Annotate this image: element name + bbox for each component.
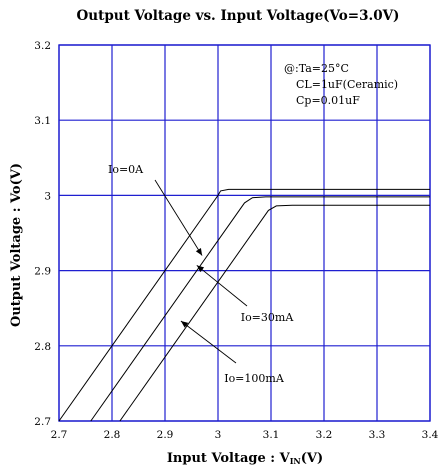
annotations: Io=0A Io=30mA Io=100mA (108, 163, 294, 385)
annotation-label-2: Io=100mA (224, 372, 285, 385)
x-tick-label: 3 (215, 429, 222, 441)
annotation-arrow-0 (154, 179, 203, 256)
x-axis-label: Input Voltage : VIN(V) (167, 451, 323, 466)
y-axis-label: Output Voltage : Vo(V) (9, 163, 24, 327)
annotation-arrowhead-2 (180, 320, 189, 328)
x-tick-label: 3.1 (263, 429, 280, 441)
annotation-arrowhead-1 (196, 265, 205, 273)
y-tick-label: 2.8 (34, 341, 51, 353)
x-tick-label: 2.8 (104, 429, 121, 441)
condition-ta: @:Ta=25°C (284, 62, 349, 75)
series-line-2 (119, 204, 430, 422)
annotation-arrow-2 (180, 320, 237, 364)
x-tick-label: 3.2 (316, 429, 333, 441)
series-lines (58, 188, 430, 422)
x-tick-label: 3.3 (369, 429, 386, 441)
x-tick-label: 3.4 (422, 429, 439, 441)
annotation-label-0: Io=0A (108, 163, 144, 176)
x-axis-label-unit: (V) (301, 451, 323, 466)
y-tick-label: 2.9 (34, 266, 51, 278)
condition-cp: Cp=0.01uF (296, 94, 360, 107)
y-tick-label: 3 (44, 190, 51, 202)
y-tick-label: 3.2 (34, 40, 51, 52)
series-line-1 (90, 196, 430, 422)
plot-frame (58, 44, 431, 422)
y-tick-label: 2.7 (34, 416, 51, 428)
x-tick-labels: 2.7 2.8 2.9 3 3.1 3.2 3.3 3.4 (51, 429, 439, 441)
grid (58, 44, 431, 422)
condition-cl: CL=1uF(Ceramic) (296, 78, 398, 91)
y-tick-labels: 3.2 3.1 3 2.9 2.8 2.7 (34, 40, 51, 428)
chart-title: Output Voltage vs. Input Voltage(Vo=3.0V… (77, 8, 400, 24)
conditions: @:Ta=25°C CL=1uF(Ceramic) Cp=0.01uF (284, 62, 398, 107)
x-tick-label: 2.7 (51, 429, 68, 441)
x-axis-label-sub: IN (290, 456, 301, 466)
annotation-arrowhead-0 (195, 248, 203, 256)
y-tick-label: 3.1 (34, 115, 51, 127)
series-line-0 (58, 188, 430, 422)
annotation-arrow-1 (196, 264, 248, 307)
x-axis-label-main: Input Voltage : V (167, 451, 291, 466)
x-tick-label: 2.9 (157, 429, 174, 441)
annotation-label-1: Io=30mA (241, 311, 295, 324)
